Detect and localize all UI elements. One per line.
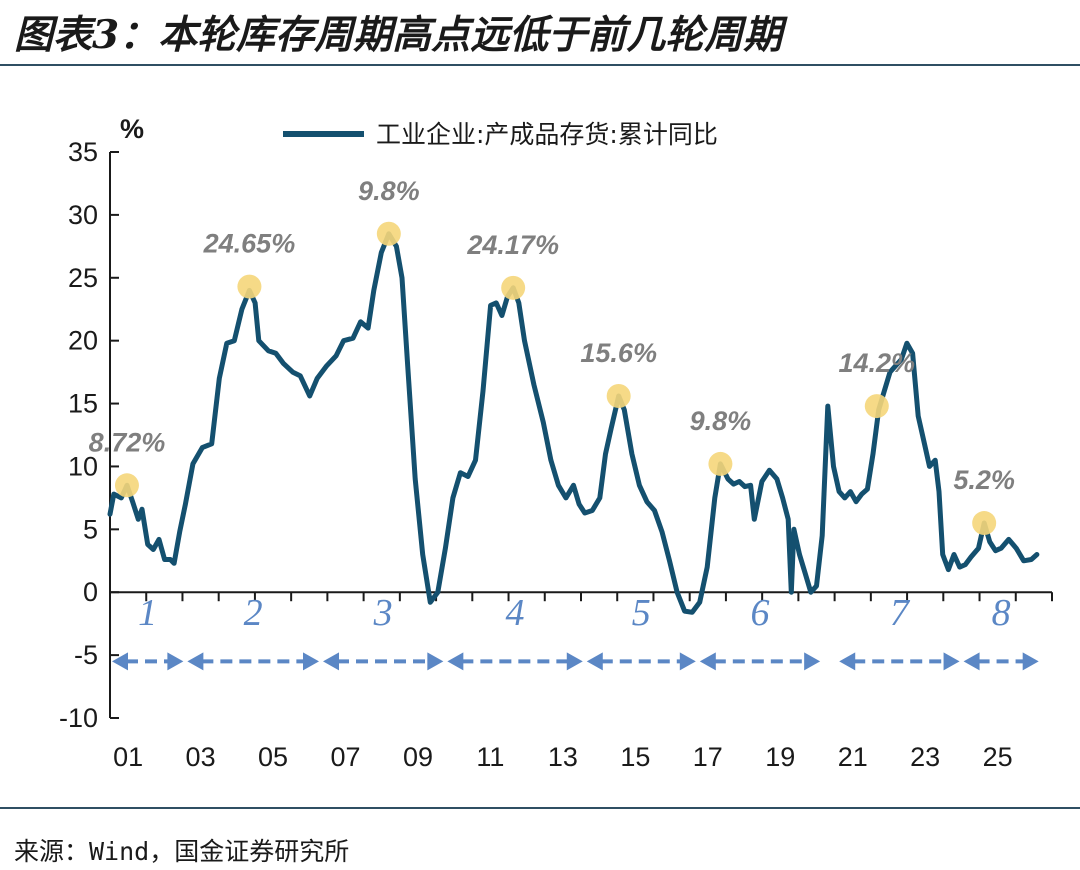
top-rule xyxy=(0,64,1080,66)
series-layer xyxy=(107,231,1040,615)
cycle-label: 4 xyxy=(506,592,525,634)
peak-marker xyxy=(376,221,401,246)
peak-label: 9.8% xyxy=(358,176,420,206)
x-tick-label: 01 xyxy=(113,742,143,772)
y-tick-label: 0 xyxy=(83,577,98,607)
cycle-arrow-head-right xyxy=(167,652,184,671)
cycle-label: 2 xyxy=(244,592,263,634)
peak-marker xyxy=(114,473,139,498)
cycle-arrow-head-right xyxy=(804,652,821,671)
cycle-arrow-head-left xyxy=(839,652,856,671)
y-tick-label: 35 xyxy=(68,137,98,167)
peak-marker xyxy=(237,274,262,299)
y-axis-unit: % xyxy=(120,114,144,144)
cycle-arrow-head-right xyxy=(427,652,444,671)
peak-label: 15.6% xyxy=(580,338,657,368)
cycle-arrow-head-right xyxy=(566,652,583,671)
cycle-arrow-head-left xyxy=(699,652,716,671)
x-tick-label: 07 xyxy=(330,742,360,772)
cycle-arrow-head-right xyxy=(679,652,696,671)
cycle-label: 6 xyxy=(750,592,769,634)
x-tick-label: 19 xyxy=(765,742,795,772)
cycle-arrow-head-left xyxy=(112,652,128,671)
cycle-label: 8 xyxy=(992,592,1011,634)
y-tick-label: 25 xyxy=(68,263,98,293)
cycle-arrow-head-right xyxy=(303,652,320,671)
y-tick-label: 20 xyxy=(68,326,98,356)
cycle-arrow-head-left xyxy=(323,652,340,671)
peak-marker xyxy=(501,275,526,300)
y-tick-label: -10 xyxy=(59,703,98,733)
x-tick-label: 17 xyxy=(693,742,723,772)
peak-label: 24.65% xyxy=(203,229,296,259)
peak-marker xyxy=(606,384,631,409)
x-tick-label: 21 xyxy=(838,742,868,772)
peak-label: 24.17% xyxy=(466,230,559,260)
cycle-label: 5 xyxy=(632,592,651,634)
x-tick-label: 09 xyxy=(403,742,433,772)
peak-marker xyxy=(708,451,733,476)
x-tick-label: 05 xyxy=(258,742,288,772)
peak-label: 8.72% xyxy=(89,427,166,457)
x-tick-label: 15 xyxy=(620,742,650,772)
cycle-arrow-head-left xyxy=(447,652,464,671)
y-tick-label: 30 xyxy=(68,200,98,230)
peak-marker xyxy=(972,511,997,536)
source-note: 来源：Wind，国金证券研究所 xyxy=(14,837,350,866)
x-tick-label: 03 xyxy=(186,742,216,772)
x-tick-label: 13 xyxy=(548,742,578,772)
peak-label: 14.2% xyxy=(839,348,916,378)
y-tick-label: 5 xyxy=(83,514,98,544)
series-line xyxy=(107,231,1040,615)
x-tick-label: 23 xyxy=(910,742,940,772)
y-tick-label: 15 xyxy=(68,389,98,419)
x-tick-label: 25 xyxy=(983,742,1013,772)
x-tick-label: 11 xyxy=(476,742,504,772)
cycle-arrow-head-left xyxy=(187,652,204,671)
bottom-rule xyxy=(0,807,1080,809)
peak-marker xyxy=(864,394,889,419)
peak-label: 9.8% xyxy=(690,406,752,436)
peak-label: 5.2% xyxy=(953,465,1015,495)
cycle-arrow-head-left xyxy=(963,652,980,671)
cycle-arrow-head-right xyxy=(1022,652,1039,671)
y-tick-label: 10 xyxy=(68,451,98,481)
y-tick-label: -5 xyxy=(74,640,98,670)
cycle-label: 3 xyxy=(373,592,393,634)
legend-label: 工业企业:产成品存货:累计同比 xyxy=(376,120,718,149)
cycle-label: 1 xyxy=(138,592,157,634)
annotation-layer: 8.72% 24.65% 9.8% 24.17% 15.6% 9.8% 14.2% 5.2% 1… xyxy=(89,176,1039,671)
cycle-arrow-head-right xyxy=(943,652,960,671)
chart-title: 图表3：本轮库存周期高点远低于前几轮周期 xyxy=(14,12,783,58)
cycle-arrow-head-left xyxy=(586,652,603,671)
legend: 工业企业:产成品存货:累计同比 xyxy=(283,120,718,149)
cycle-label: 7 xyxy=(890,592,911,634)
